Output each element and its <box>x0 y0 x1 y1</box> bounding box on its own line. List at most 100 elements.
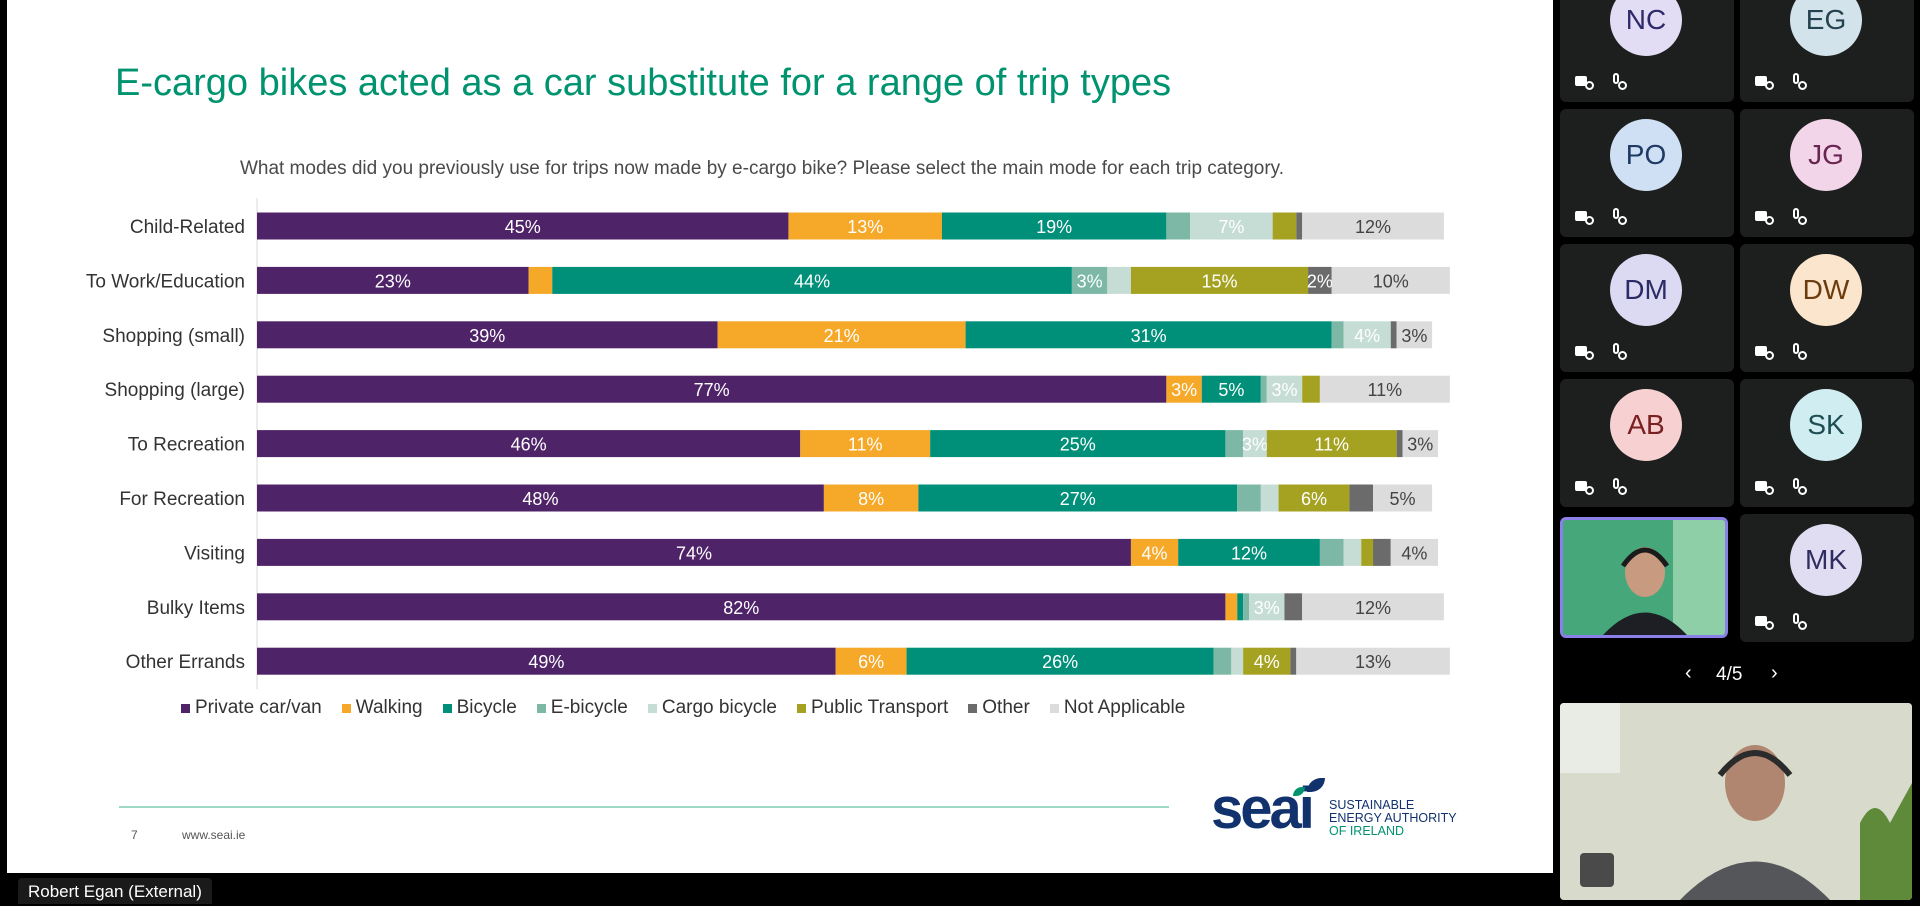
bar-segment <box>1290 647 1297 675</box>
avatar: EG <box>1790 0 1862 56</box>
avatar: PO <box>1610 119 1682 191</box>
data-label: 11% <box>1314 435 1349 455</box>
data-label: 27% <box>1060 489 1096 509</box>
category-label: Bulky Items <box>147 598 245 619</box>
bar-segment <box>1302 593 1444 621</box>
data-label: 3% <box>1401 326 1427 346</box>
logo-line-1: SUSTAINABLE <box>1329 798 1415 812</box>
tile-status-icons <box>1574 477 1628 495</box>
category-label: Visiting <box>184 543 245 564</box>
bar-segment <box>1396 430 1403 458</box>
legend-swatch <box>341 703 351 713</box>
avatar: JG <box>1790 119 1862 191</box>
bar-segment <box>1178 538 1320 566</box>
bar-segment <box>257 375 1167 403</box>
legend-swatch <box>536 703 546 713</box>
bar-segment <box>1349 484 1374 512</box>
next-page-icon[interactable]: › <box>1771 662 1778 684</box>
participant-tile[interactable]: JG <box>1740 109 1914 237</box>
legend-label: Walking <box>355 697 423 718</box>
participant-tile[interactable]: MK <box>1740 514 1914 642</box>
data-label: 82% <box>723 598 759 618</box>
bar-segment <box>1249 593 1285 621</box>
legend-swatch <box>181 703 190 713</box>
legend-item: Other <box>968 697 1030 719</box>
legend-swatch <box>442 703 452 713</box>
logo-line-2: ENERGY AUTHORITY <box>1329 811 1457 825</box>
data-label: 12% <box>1231 543 1267 563</box>
legend-label: Cargo bicycle <box>661 697 777 718</box>
bar-segment <box>1302 212 1444 240</box>
bar-segment <box>1166 212 1190 240</box>
legend-item: Public Transport <box>796 697 948 719</box>
bar-segment <box>1296 212 1303 240</box>
data-label: 44% <box>794 271 830 291</box>
category-label: For Recreation <box>119 489 245 510</box>
participant-tile[interactable]: PO <box>1560 109 1734 237</box>
tile-status-icons <box>1574 342 1628 360</box>
participants-panel: NC EG PO JG DM DW AB SK MK ‹ 4/5 › <box>1553 0 1920 904</box>
tile-status-icons <box>1754 207 1808 225</box>
participant-tile[interactable]: DM <box>1560 244 1734 372</box>
mic-off-icon <box>1608 72 1628 90</box>
bar-segment <box>965 321 1332 349</box>
mic-muted-icon[interactable] <box>1580 853 1614 887</box>
chart-question: What modes did you previously use for tr… <box>239 158 1285 179</box>
data-label: 31% <box>1131 326 1167 346</box>
participant-tile[interactable]: AB <box>1560 379 1734 507</box>
active-speaker-video[interactable] <box>1560 703 1912 900</box>
legend-label: Not Applicable <box>1063 697 1186 718</box>
legend-label: Bicycle <box>456 697 517 718</box>
participant-tile[interactable]: EG <box>1740 0 1914 102</box>
bar-segment <box>1396 321 1433 349</box>
page-indicator: 4/5 <box>1716 664 1743 685</box>
camera-off-icon <box>1754 207 1774 225</box>
participant-tile[interactable]: SK <box>1740 379 1914 507</box>
mic-off-icon <box>1788 207 1808 225</box>
prev-page-icon[interactable]: ‹ <box>1685 662 1692 684</box>
participant-tile[interactable]: NC <box>1560 0 1734 102</box>
bar-segment <box>1243 647 1291 675</box>
bar-segment <box>1225 593 1238 621</box>
data-label: 26% <box>1042 652 1078 672</box>
bar-segment <box>1266 430 1397 458</box>
avatar: NC <box>1610 0 1682 56</box>
bar-segment <box>1319 375 1450 403</box>
bar-segment <box>918 484 1238 512</box>
category-label: Shopping (small) <box>102 326 245 347</box>
participant-tile[interactable]: DW <box>1740 244 1914 372</box>
data-label: 4% <box>1142 543 1168 563</box>
bar-segment <box>1130 538 1179 566</box>
footer-divider <box>119 806 1169 808</box>
tile-status-icons <box>1574 72 1628 90</box>
data-label: 10% <box>1373 271 1409 291</box>
legend-swatch <box>796 703 806 713</box>
data-label: 2% <box>1307 271 1333 291</box>
data-label: 3% <box>1271 380 1297 400</box>
data-label: 49% <box>528 652 564 672</box>
avatar: MK <box>1790 524 1862 596</box>
bar-segment <box>257 430 801 458</box>
bar-segment <box>1390 321 1397 349</box>
data-label: 45% <box>505 217 541 237</box>
bar-segment <box>257 538 1131 566</box>
category-label: To Recreation <box>128 435 245 456</box>
data-label: 6% <box>1301 489 1327 509</box>
legend-item: Cargo bicycle <box>647 697 777 719</box>
bar-segment <box>1373 484 1433 512</box>
legend-item: Walking <box>341 697 423 719</box>
mic-off-icon <box>1788 342 1808 360</box>
participant-video-tile[interactable] <box>1560 517 1728 638</box>
legend-label: Private car/van <box>195 697 322 718</box>
footer-url: www.seai.ie <box>182 828 246 842</box>
bar-segment <box>1331 321 1344 349</box>
bar-segment <box>1243 430 1267 458</box>
bar-segment <box>1296 647 1450 675</box>
tile-status-icons <box>1574 207 1628 225</box>
data-label: 77% <box>694 380 730 400</box>
bar-segment <box>1130 266 1309 294</box>
logo-tagline: SUSTAINABLE ENERGY AUTHORITY OF IRELAND <box>1329 799 1457 838</box>
avatar: AB <box>1610 389 1682 461</box>
data-label: 11% <box>1368 380 1403 400</box>
legend-swatch <box>968 703 978 713</box>
